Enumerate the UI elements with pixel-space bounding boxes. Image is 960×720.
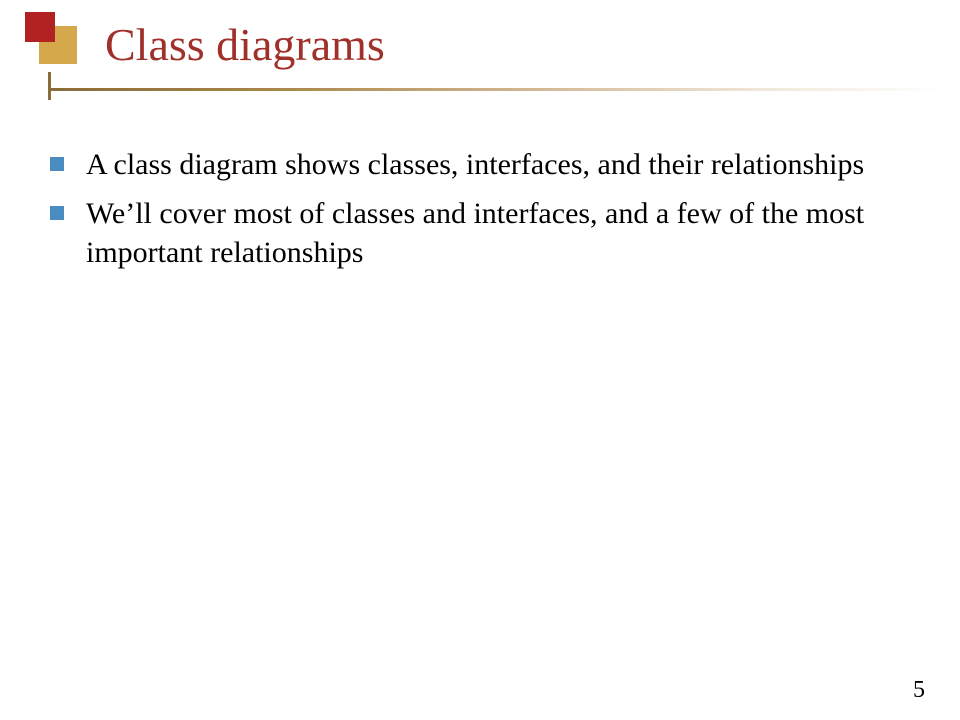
bullet-text: A class diagram shows classes, interface… [86,145,864,184]
logo-square-red [25,12,55,42]
bullet-marker-icon [50,157,64,171]
bullet-text: We’ll cover most of classes and interfac… [86,194,910,272]
bullet-list: A class diagram shows classes, interface… [50,145,910,272]
slide-header: Class diagrams [0,0,960,115]
slide-content: A class diagram shows classes, interface… [0,115,960,272]
slide-title: Class diagrams [105,18,385,71]
bullet-marker-icon [50,206,64,220]
title-underline [48,88,945,91]
underline-tick [48,72,51,100]
bullet-item: A class diagram shows classes, interface… [50,145,910,184]
page-number: 5 [913,677,925,704]
bullet-item: We’ll cover most of classes and interfac… [50,194,910,272]
logo-squares [25,12,80,67]
